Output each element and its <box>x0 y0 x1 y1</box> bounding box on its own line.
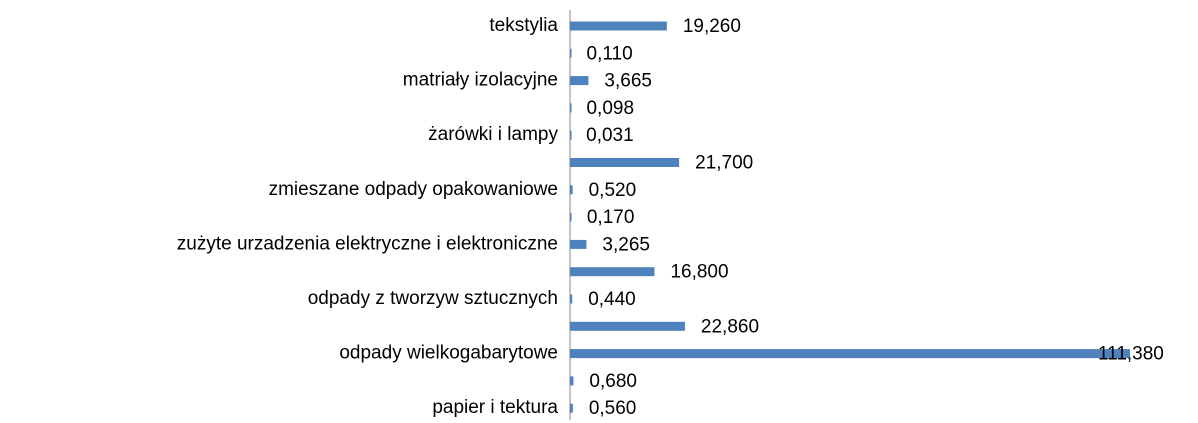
value-label: 0,098 <box>586 98 634 119</box>
category-label: odpady wielkogabarytowe <box>339 343 558 364</box>
value-label: 0,680 <box>589 371 637 392</box>
bar <box>570 349 1130 359</box>
bar <box>570 403 573 413</box>
value-label: 3,265 <box>602 234 650 255</box>
bar <box>570 48 572 58</box>
bar <box>570 103 572 113</box>
bar <box>570 158 680 167</box>
bar <box>570 185 573 195</box>
value-label: 16,800 <box>670 262 728 283</box>
value-label: 111,380 <box>1098 344 1164 365</box>
value-label: 3,665 <box>604 71 652 92</box>
bar <box>570 376 574 386</box>
bar <box>570 321 685 331</box>
bar <box>570 239 587 249</box>
category-label: odpady z tworzyw sztucznych <box>308 288 558 309</box>
value-label: 0,440 <box>588 289 636 310</box>
category-label: zużyte urzadzenia elektryczne i elektron… <box>177 233 558 254</box>
bar <box>570 130 572 140</box>
category-label: matriały izolacyjne <box>403 70 558 91</box>
value-label: 0,031 <box>586 125 634 146</box>
category-label: tekstylia <box>489 15 558 36</box>
value-label: 0,560 <box>589 398 637 419</box>
value-label: 0,170 <box>587 207 635 228</box>
value-label: 22,860 <box>701 316 759 337</box>
category-label: zmieszane odpady opakowaniowe <box>269 179 558 200</box>
bar <box>570 212 572 222</box>
value-label: 21,700 <box>695 153 753 174</box>
bar <box>570 267 655 277</box>
bar <box>570 294 573 304</box>
bar <box>570 21 667 31</box>
value-label: 0,520 <box>589 180 637 201</box>
category-label: żarówki i lampy <box>428 124 558 145</box>
value-label: 0,110 <box>587 43 633 64</box>
category-label: papier i tektura <box>432 397 558 418</box>
value-label: 19,260 <box>683 16 741 37</box>
bar <box>570 76 589 86</box>
